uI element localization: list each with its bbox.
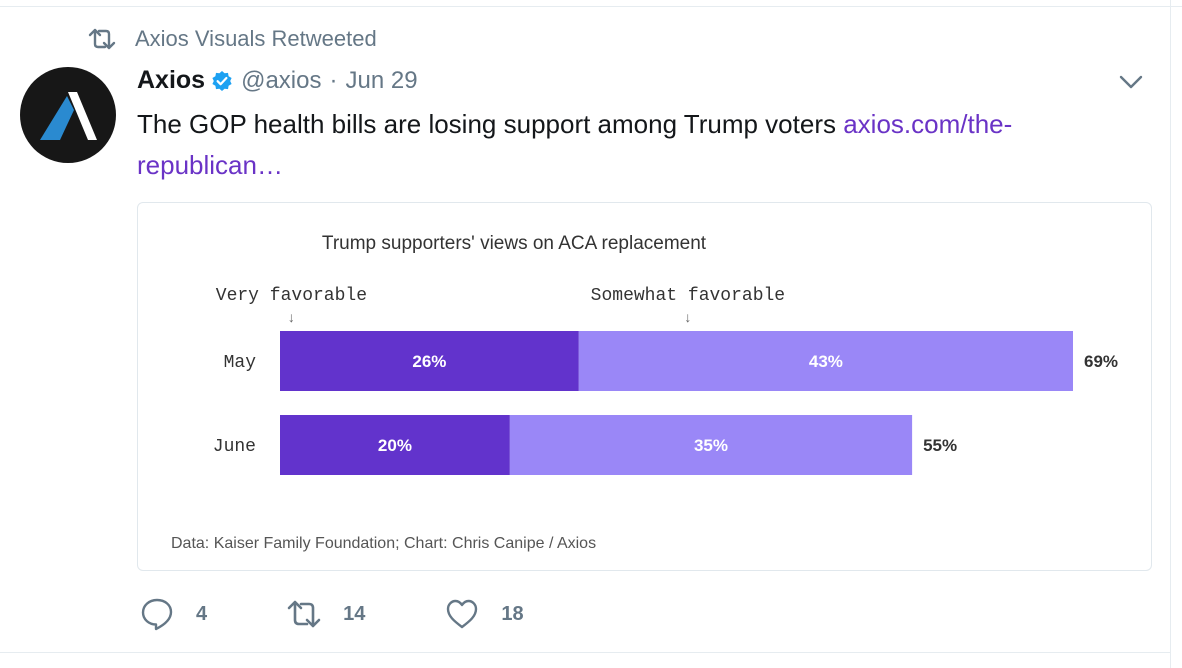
tweet-text: The GOP health bills are losing support …	[137, 104, 1127, 186]
tweet-date[interactable]: Jun 29	[345, 66, 418, 94]
series-annotation-label: Very favorable	[216, 286, 367, 306]
category-label: May	[224, 353, 257, 373]
heart-icon	[447, 599, 478, 629]
tweet-bottom-border	[0, 652, 1170, 653]
reply-count: 4	[196, 602, 208, 625]
chart-title: Trump supporters' views on ACA replaceme…	[322, 233, 707, 254]
bar-value-label: 26%	[412, 352, 446, 371]
bar-value-label: 35%	[694, 436, 728, 455]
retweet-count: 14	[343, 602, 366, 625]
chart-svg: Trump supporters' views on ACA replaceme…	[171, 233, 1118, 552]
axios-logo-icon	[40, 92, 97, 140]
tweet-header: Axios @axios · Jun 29	[137, 66, 418, 95]
user-handle[interactable]: @axios	[241, 66, 322, 94]
retweet-context-text: Axios Visuals Retweeted	[135, 26, 377, 51]
retweet-icon	[88, 28, 116, 50]
series-annotation-arrow: ↓	[684, 309, 691, 325]
verified-badge-icon	[212, 70, 232, 91]
chart-card[interactable]: Trump supporters' views on ACA replaceme…	[137, 202, 1152, 571]
tweet-body-text: The GOP health bills are losing support …	[137, 109, 844, 139]
tweet-link[interactable]: axios.com/the-republican…	[137, 109, 1013, 180]
bar-segment	[509, 415, 913, 475]
retweet-context[interactable]: Axios Visuals Retweeted	[88, 26, 377, 52]
chart-footnote: Data: Kaiser Family Foundation; Chart: C…	[171, 535, 596, 552]
avatar[interactable]	[20, 67, 116, 163]
bar-total-label: 55%	[923, 436, 957, 455]
retweet-action-icon	[287, 600, 321, 628]
like-button[interactable]: 18	[445, 597, 524, 631]
display-name[interactable]: Axios	[137, 66, 206, 94]
reply-icon	[141, 598, 173, 631]
bar-value-label: 43%	[809, 352, 843, 371]
category-label: June	[213, 437, 256, 457]
timeline-right-border	[1170, 0, 1171, 668]
bar-segment	[280, 415, 510, 475]
bar-segment	[578, 331, 1073, 391]
tweet-actions: 4 14 18	[140, 597, 524, 631]
series-annotation-label: Somewhat favorable	[591, 286, 785, 306]
series-annotation-arrow: ↓	[288, 309, 295, 325]
chevron-down-icon[interactable]	[1118, 72, 1144, 92]
bar-value-label: 20%	[378, 436, 412, 455]
bar-segment	[280, 331, 579, 391]
like-count: 18	[501, 602, 524, 625]
header-separator: ·	[329, 66, 338, 94]
timeline-top-border	[0, 0, 1182, 7]
bar-total-label: 69%	[1084, 352, 1118, 371]
retweet-button[interactable]: 14	[287, 597, 365, 631]
reply-button[interactable]: 4	[140, 597, 207, 631]
